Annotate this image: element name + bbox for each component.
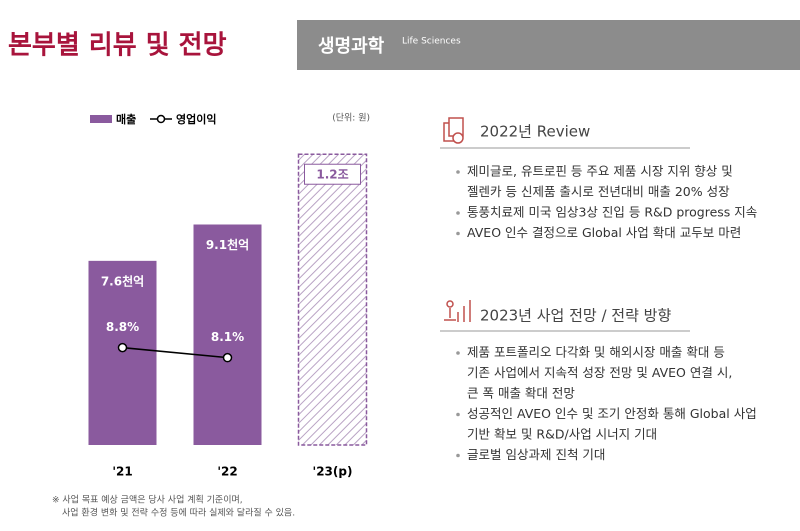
x-tick-label: '22 (217, 465, 237, 479)
division-banner (297, 20, 800, 70)
bar-value-label: 9.1천억 (206, 237, 249, 252)
legend-label: 영업이익 (176, 112, 216, 126)
bullet-text: 통풍치료제 미국 임상3상 진입 등 R&D progress 지속 (467, 205, 757, 220)
label-box (304, 163, 361, 185)
line-point (222, 352, 233, 363)
bullet-text: 기반 확보 및 R&D/사업 시너지 기대 (467, 427, 657, 442)
bullet (456, 211, 460, 215)
bullet (456, 412, 460, 417)
bullet-text: 제품 포트폴리오 다각화 및 해외시장 매출 확대 등 (467, 345, 725, 360)
legend-swatch (90, 115, 112, 123)
bar-value-label: 1.2조 (316, 168, 348, 182)
bullet-text: AVEO 인수 결정으로 Global 사업 확대 교두보 마련 (467, 225, 741, 240)
line-value-label: 8.1% (211, 330, 244, 344)
strategy-icon (444, 300, 471, 322)
bullet-text: 글로벌 임상과제 진척 기대 (467, 447, 605, 462)
line-value-label: 8.8% (106, 320, 139, 334)
bullet-text: 큰 폭 매출 확대 전망 (467, 386, 575, 401)
bullet-text: 성공적인 AVEO 인수 및 조기 안정화 통해 Global 사업 (467, 406, 757, 421)
bar (297, 153, 368, 446)
bullet (456, 453, 460, 458)
bar (193, 224, 262, 445)
section-heading: 2023년 사업 전망 / 전략 방향 (480, 307, 671, 325)
line (122, 346, 228, 359)
footnote: ※ 사업 목표 예상 금액은 당사 사업 계획 기준이며, (52, 494, 243, 506)
x-tick-label: '23(p) (313, 465, 353, 479)
page-title: 본부별 리뷰 및 전망 (8, 31, 227, 61)
division: 생명과학 (318, 35, 385, 57)
footnote: 사업 환경 변화 및 전략 수정 등에 따라 실제와 달라질 수 있음. (62, 507, 295, 519)
bar-value-label: 7.6천억 (101, 273, 144, 288)
division-en: Life Sciences (402, 37, 461, 47)
x-tick-label: '21 (112, 465, 132, 479)
bullet-text: 기존 사업에서 지속적 성장 전망 및 AVEO 연결 시, (467, 365, 732, 380)
bullet-text: 젤렌카 등 신제품 출시로 전년대비 매출 20% 성장 (467, 184, 730, 199)
bar (88, 260, 157, 445)
bullet (456, 231, 460, 236)
legend-label: 매출 (116, 112, 136, 126)
legend-marker (156, 114, 166, 124)
section-heading: 2022년 Review (480, 123, 590, 141)
unit-note: (단위: 원) (332, 113, 370, 124)
review-icon (443, 117, 464, 144)
bullet-text: 제미글로, 유트로핀 등 주요 제품 시장 지위 향상 및 (467, 164, 733, 179)
bullet (456, 351, 460, 355)
bullet (456, 170, 460, 174)
line-point (117, 342, 128, 353)
